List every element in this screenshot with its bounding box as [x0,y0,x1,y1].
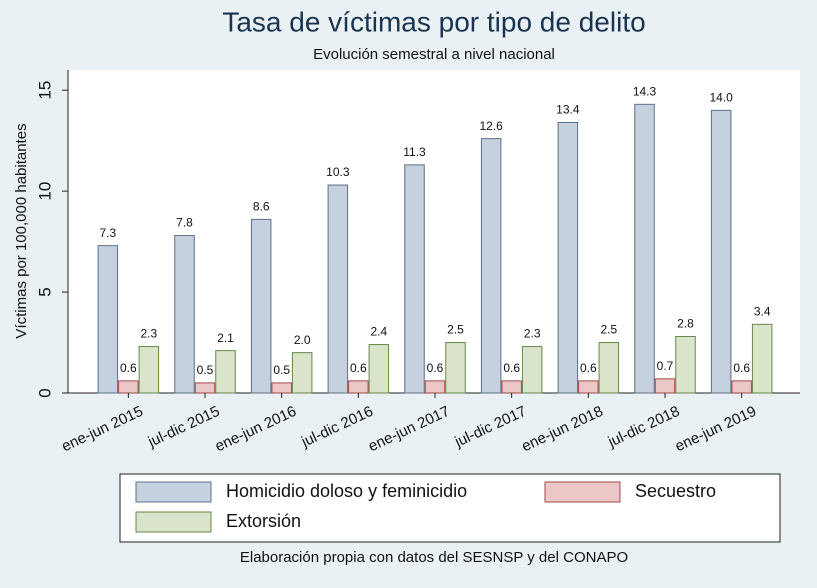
bar [675,335,696,394]
value-label: 10.3 [326,165,350,179]
bar [194,382,216,394]
value-label: 0.6 [733,361,750,375]
legend-label: Secuestro [635,481,716,501]
bar [250,218,272,394]
chart-title: Tasa de víctimas por tipo de delito [222,6,645,37]
bar [751,323,773,394]
legend [119,473,781,543]
bar [598,342,620,394]
value-label: 0.5 [273,363,290,377]
value-label: 14.0 [709,91,733,105]
bar [215,350,236,394]
legend-swatch [135,511,212,533]
legend-swatch [544,481,621,503]
value-label: 0.6 [427,361,444,375]
value-label: 2.1 [217,331,234,345]
bar [97,245,119,394]
bar [731,380,752,394]
y-tick-label: 10 [35,182,54,201]
value-label: 0.5 [197,363,214,377]
y-tick-label: 5 [35,287,54,296]
value-label: 2.3 [524,327,541,341]
bar [424,380,446,394]
bar [557,121,579,394]
bar [118,380,139,394]
value-label: 2.4 [370,325,387,339]
y-tick-label: 15 [35,81,54,100]
bar [521,346,543,394]
value-label: 7.3 [99,226,116,240]
bar [291,352,313,394]
bar [174,235,195,394]
bar [404,164,425,394]
value-label: 8.6 [253,200,270,214]
value-label: 0.6 [503,361,520,375]
legend-swatch [135,481,212,503]
bar [501,380,522,394]
y-axis-title: Víctimas por 100,000 habitantes [13,123,30,338]
bar [368,344,390,394]
bar [654,378,676,394]
bar [480,138,502,394]
value-label: 0.6 [350,361,367,375]
bar [578,380,599,394]
legend-label: Extorsión [226,511,301,531]
value-label: 3.4 [754,305,771,319]
bar [327,184,349,394]
value-label: 0.6 [120,361,137,375]
bar [138,346,160,394]
value-label: 2.5 [600,323,617,337]
value-label: 0.7 [657,359,674,373]
value-label: 7.8 [176,216,193,230]
chart-subtitle: Evolución semestral a nivel nacional [313,46,555,63]
bar [634,103,655,394]
value-label: 13.4 [556,103,580,117]
value-label: 0.6 [580,361,597,375]
value-label: 2.5 [447,323,464,337]
y-tick-label: 0 [35,388,54,397]
bar [710,109,732,394]
bar [445,342,466,394]
value-label: 14.3 [633,84,657,98]
value-label: 2.0 [294,333,311,347]
value-label: 2.3 [140,327,157,341]
bar [271,382,292,394]
value-label: 2.8 [677,317,694,331]
note: Elaboración propia con datos del SESNSP … [240,549,628,566]
value-label: 12.6 [479,119,503,133]
bar [348,380,369,394]
legend-label: Homicidio doloso y feminicidio [226,481,467,501]
value-label: 11.3 [403,145,426,159]
